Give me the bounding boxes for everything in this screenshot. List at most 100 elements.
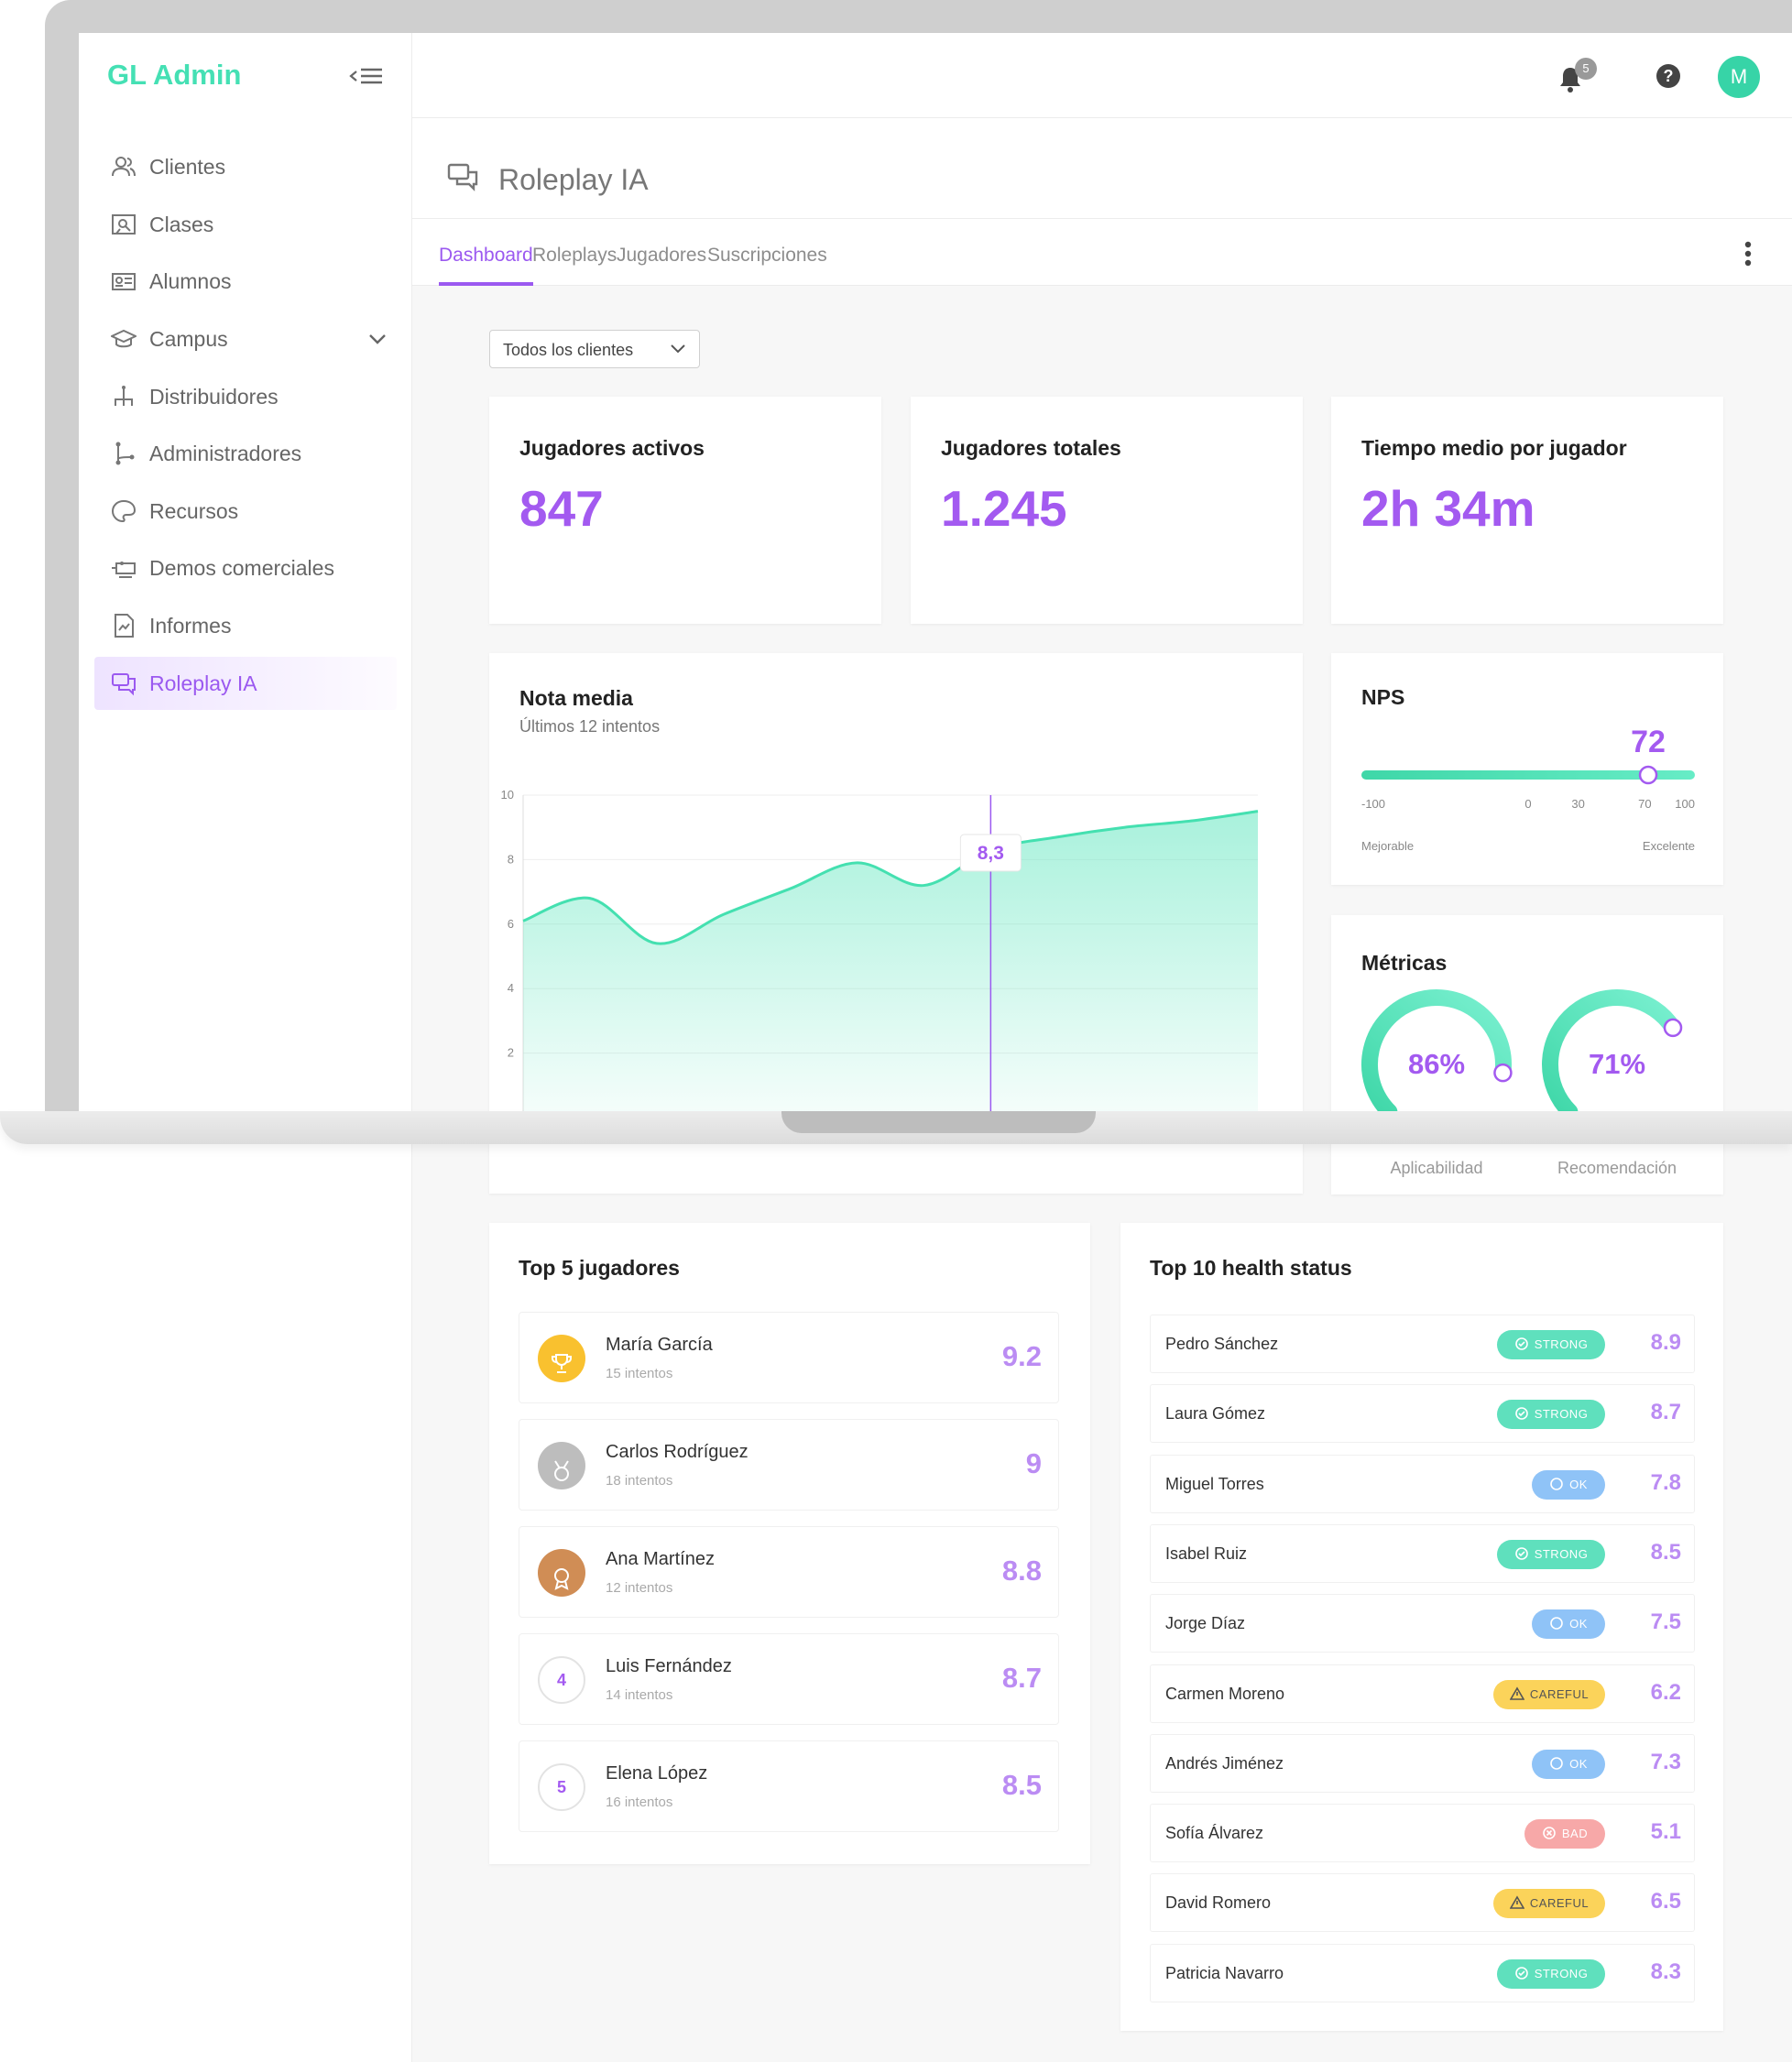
player-name: Ana Martínez (606, 1549, 715, 1569)
nps-title: NPS (1361, 685, 1405, 709)
health-name: Miguel Torres (1165, 1474, 1264, 1493)
nps-low-label: Mejorable (1361, 839, 1414, 853)
sidebar-item-label: Clientes (149, 154, 226, 179)
id-card-icon (112, 273, 136, 290)
sidebar-item-label: Informes (149, 613, 232, 638)
class-icon (112, 214, 136, 235)
sidebar-item-distribuidores[interactable]: Distribuidores (94, 370, 397, 423)
tab-dashboard[interactable]: Dashboard (439, 245, 533, 286)
health-name: Jorge Díaz (1165, 1614, 1246, 1633)
nps-scale-label: -100 (1361, 797, 1385, 811)
status-label: STRONG (1534, 1546, 1589, 1561)
status-label: OK (1569, 1617, 1588, 1631)
palette-icon (111, 499, 137, 523)
sidebar-item-alumnos[interactable]: Alumnos (94, 255, 397, 308)
health-row[interactable]: Carmen Moreno CAREFUL 6.2 (1150, 1664, 1695, 1723)
health-row[interactable]: Andrés Jiménez OK 7.3 (1150, 1733, 1695, 1793)
app-screen: GL Admin Clientes Clases Alumnos Campus … (79, 33, 1792, 2062)
status-badge: STRONG (1497, 1400, 1605, 1430)
status-label: BAD (1561, 1827, 1589, 1841)
status-badge: OK (1532, 1749, 1605, 1779)
health-row[interactable]: David Romero CAREFUL 6.5 (1150, 1873, 1695, 1933)
sidebar-item-roleplay-ia[interactable]: Roleplay IA (94, 657, 397, 710)
sidebar-item-label: Distribuidores (149, 384, 279, 409)
gauge-label: Recomendación (1557, 1159, 1677, 1177)
status-badge: STRONG (1497, 1330, 1605, 1359)
sidebar-item-demos-comerciales[interactable]: Demos comerciales (94, 541, 397, 595)
collapse-sidebar-icon[interactable] (349, 64, 384, 88)
health-row[interactable]: Jorge Díaz OK 7.5 (1150, 1594, 1695, 1653)
status-badge: OK (1532, 1469, 1605, 1500)
tab-jugadores[interactable]: Jugadores (617, 245, 707, 266)
player-row[interactable]: 5 Elena López 16 intentos 8.5 (519, 1740, 1059, 1832)
more-options-icon[interactable] (1744, 241, 1752, 267)
kpi-card-avg-time: Tiempo medio por jugador 2h 34m (1331, 397, 1723, 624)
topbar: 5 ? M (412, 33, 1792, 118)
page-title: Roleplay IA (498, 163, 649, 196)
player-row[interactable]: Carlos Rodríguez 18 intentos 9 (519, 1419, 1059, 1511)
status-badge: CAREFUL (1493, 1889, 1605, 1919)
player-name: Carlos Rodríguez (606, 1442, 748, 1462)
report-icon (115, 614, 134, 638)
player-score: 8.7 (1001, 1662, 1042, 1694)
gauge-knob (1493, 1063, 1513, 1083)
player-score: 8.5 (1001, 1769, 1042, 1801)
top-players-title: Top 5 jugadores (519, 1256, 680, 1280)
metricas-card: Métricas 86% Aplicabilidad 71% Recomendació… (1331, 915, 1723, 1195)
check-circle-icon (1514, 1547, 1528, 1560)
sidebar-item-recursos[interactable]: Recursos (94, 485, 397, 538)
player-row[interactable]: Ana Martínez 12 intentos 8.8 (519, 1526, 1059, 1618)
y-tick-label: 4 (508, 981, 514, 995)
y-tick-label: 10 (501, 788, 514, 802)
tab-roleplays[interactable]: Roleplays (532, 245, 617, 266)
client-filter-select[interactable]: Todos los clientes (489, 330, 700, 368)
network-icon (115, 386, 133, 406)
nps-slider: 72 -100 0 30 70 100 Mejorable Excelente (1361, 725, 1695, 853)
sidebar-item-label: Roleplay IA (149, 671, 257, 695)
health-row[interactable]: Laura Gómez STRONG 8.7 (1150, 1384, 1695, 1444)
health-score: 5.1 (1650, 1819, 1681, 1845)
kpi-label: Jugadores totales (941, 436, 1121, 460)
notification-badge: 5 (1575, 58, 1597, 80)
status-label: OK (1569, 1756, 1588, 1771)
branch-icon (115, 442, 135, 465)
sidebar-item-label: Administradores (149, 441, 302, 465)
sidebar-item-label: Recursos (149, 498, 239, 523)
sidebar-item-clases[interactable]: Clases (94, 198, 397, 251)
help-icon[interactable]: ? (1656, 64, 1680, 88)
player-row[interactable]: 4 Luis Fernández 14 intentos 8.7 (519, 1633, 1059, 1725)
kpi-card-total-players: Jugadores totales 1.245 (911, 397, 1303, 624)
tab-suscripciones[interactable]: Suscripciones (707, 245, 827, 266)
player-attempts: 15 intentos (606, 1366, 673, 1381)
player-row[interactable]: María García 15 intentos 9.2 (519, 1312, 1059, 1403)
nps-high-label: Excelente (1643, 839, 1695, 853)
status-badge: STRONG (1497, 1539, 1605, 1569)
circle-icon (1550, 1477, 1563, 1490)
sidebar-item-clientes[interactable]: Clientes (94, 140, 397, 193)
check-circle-icon (1514, 1407, 1528, 1421)
health-row[interactable]: Patricia Navarro STRONG 8.3 (1150, 1943, 1695, 2002)
y-tick-label: 8 (508, 852, 514, 866)
health-score: 8.3 (1650, 1958, 1681, 1984)
health-row[interactable]: Sofía Álvarez BAD 5.1 (1150, 1804, 1695, 1863)
avatar[interactable]: M (1718, 56, 1760, 98)
sidebar-item-informes[interactable]: Informes (94, 599, 397, 652)
chevron-down-icon[interactable] (367, 329, 388, 349)
sidebar-item-administradores[interactable]: Administradores (94, 427, 397, 480)
health-row[interactable]: Isabel Ruiz STRONG 8.5 (1150, 1523, 1695, 1583)
gauge-knob (1663, 1018, 1683, 1038)
rank-badge: 4 (538, 1656, 585, 1704)
status-label: OK (1569, 1477, 1588, 1491)
player-name: María García (606, 1335, 713, 1355)
nps-track (1361, 770, 1695, 780)
kpi-label: Tiempo medio por jugador (1361, 436, 1627, 460)
gauge-value: 86% (1408, 1048, 1465, 1080)
health-row[interactable]: Miguel Torres OK 7.8 (1150, 1454, 1695, 1513)
sidebar-item-campus[interactable]: Campus (94, 312, 397, 365)
nota-media-card: Nota media Últimos 12 intentos 024681012… (489, 653, 1303, 1194)
chat-icon (447, 163, 478, 191)
award-icon (538, 1549, 585, 1597)
kpi-label: Jugadores activos (519, 436, 705, 460)
health-row[interactable]: Pedro Sánchez STRONG 8.9 (1150, 1315, 1695, 1373)
status-badge: CAREFUL (1493, 1679, 1605, 1709)
